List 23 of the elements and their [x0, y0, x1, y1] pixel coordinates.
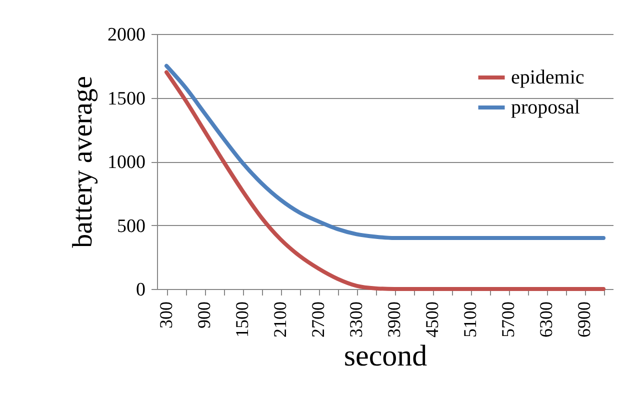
x-tick-label: 5700	[498, 302, 518, 338]
y-tick-label: 1000	[108, 152, 146, 173]
x-tick-label: 6900	[574, 302, 594, 338]
x-tick-label: 300	[156, 302, 176, 328]
x-tick-label: 900	[194, 302, 214, 328]
y-axis-title: battery average	[68, 76, 98, 248]
x-axis-title: second	[344, 340, 428, 372]
x-tick-label: 5100	[460, 302, 480, 338]
y-tick-label: 1500	[108, 88, 146, 110]
line-series	[164, 70, 606, 291]
legend-label: proposal	[511, 96, 580, 118]
x-tick-label: 3300	[346, 302, 366, 338]
line-series	[164, 64, 606, 240]
x-tick-label: 2100	[270, 302, 290, 338]
x-tick-label: 3900	[384, 302, 404, 338]
x-tick-label: 6300	[536, 302, 556, 338]
y-tick-label: 0	[136, 280, 146, 300]
x-tick-label: 4500	[422, 302, 442, 338]
x-tick-label: 2700	[308, 302, 328, 338]
y-tick-label: 2000	[108, 24, 146, 46]
y-tick-label: 500	[117, 216, 146, 237]
x-tick-label: 1500	[232, 302, 252, 338]
legend-label: epidemic	[511, 66, 584, 88]
